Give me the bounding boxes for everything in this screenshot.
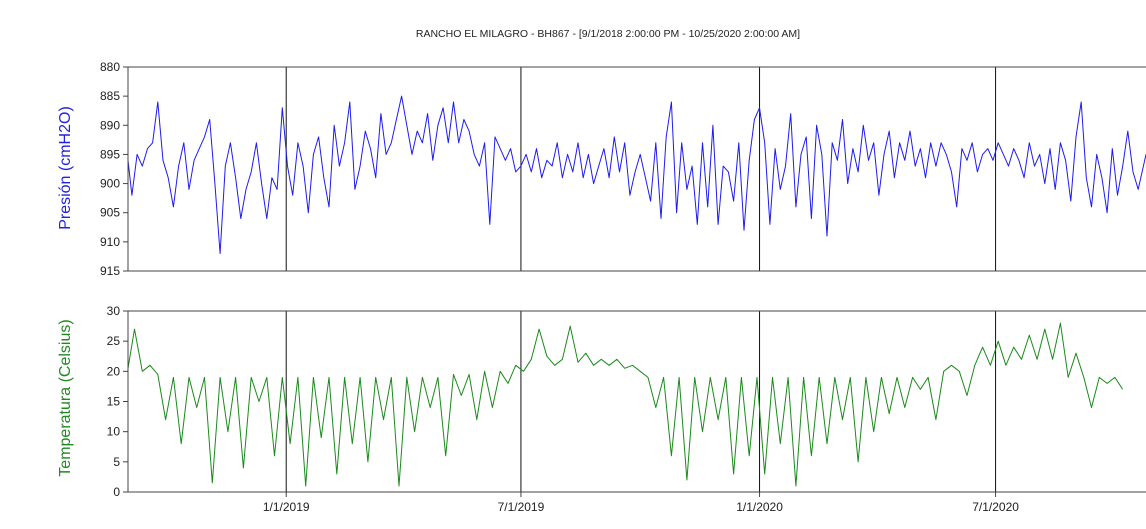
y-tick-label: 885	[100, 89, 120, 103]
pressure-panel: 880 885 890 895 900 905 910 915 Presión (cmH2O)	[57, 60, 1146, 278]
temperature-grid	[285, 311, 997, 492]
pressure-plot-frame	[127, 66, 1146, 272]
y-tick-label: 900	[100, 177, 120, 191]
x-tick-label: 7/1/2019	[498, 500, 545, 514]
y-tick-label: 0	[113, 485, 120, 499]
temperature-y-axis-label: Temperatura (Celsius)	[57, 319, 74, 476]
y-tick-label: 910	[100, 235, 120, 249]
y-tick-label: 915	[100, 264, 120, 278]
temperature-plot-frame	[127, 310, 1146, 493]
x-tick-label: 7/1/2020	[972, 500, 1019, 514]
y-tick-label: 15	[107, 395, 121, 409]
y-tick-label: 25	[107, 334, 121, 348]
pressure-grid	[285, 67, 997, 271]
y-tick-label: 20	[107, 364, 121, 378]
y-tick-label: 890	[100, 118, 120, 132]
pressure-y-axis: 880 885 890 895 900 905 910 915	[100, 60, 128, 278]
temperature-panel: 0 5 10 15 20 25 30 Temperatura (Celsius)	[57, 304, 1146, 499]
y-tick-label: 30	[107, 304, 121, 318]
pressure-y-axis-label: Presión (cmH2O)	[57, 106, 74, 230]
series-line	[127, 95, 1146, 254]
x-axis: 1/1/2019 7/1/2019 1/1/2020 7/1/2020	[263, 492, 1019, 514]
y-tick-label: 905	[100, 206, 120, 220]
y-tick-label: 10	[107, 425, 121, 439]
temperature-series	[127, 322, 1124, 487]
pressure-series	[127, 95, 1146, 254]
x-tick-label: 1/1/2020	[736, 500, 783, 514]
series-line	[127, 322, 1124, 487]
y-tick-label: 5	[113, 455, 120, 469]
y-tick-label: 895	[100, 147, 120, 161]
chart-title: RANCHO EL MILAGRO - BH867 - [9/1/2018 2:…	[416, 28, 800, 40]
temperature-y-axis: 0 5 10 15 20 25 30	[107, 304, 128, 499]
x-tick-label: 1/1/2019	[263, 500, 310, 514]
y-tick-label: 880	[100, 60, 120, 74]
